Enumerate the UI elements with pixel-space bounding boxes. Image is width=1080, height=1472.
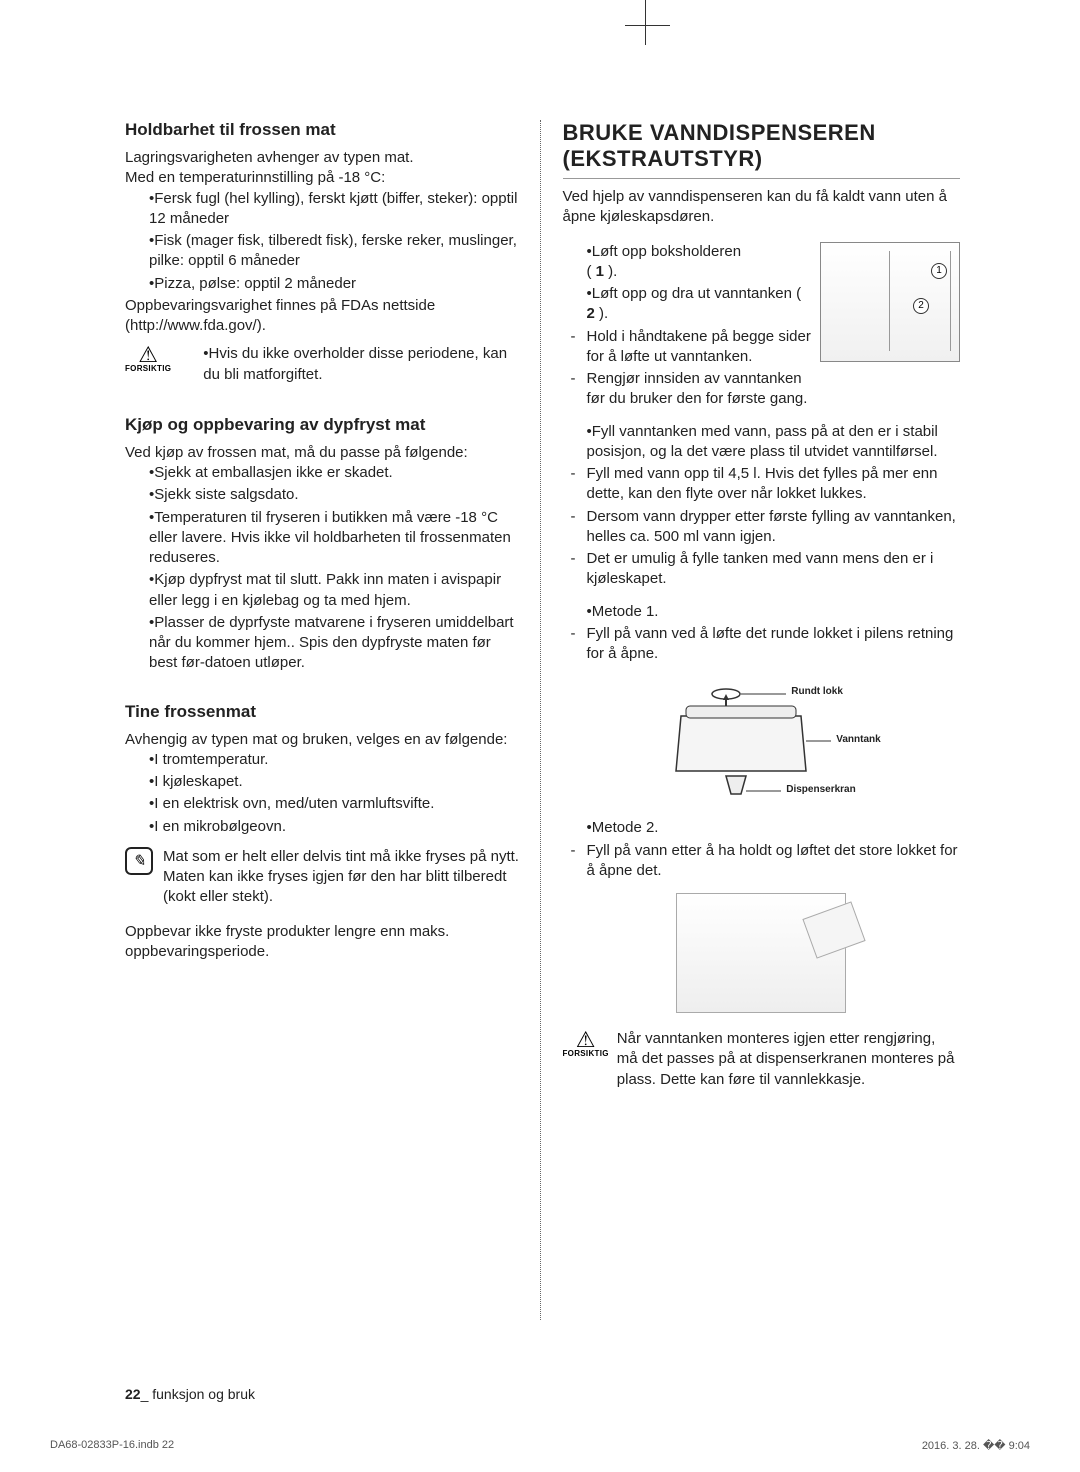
warn-text: Når vanntanken monteres igjen etter reng…	[617, 1029, 960, 1090]
print-file: DA68-02833P-16.indb 22	[50, 1439, 174, 1452]
right-column: BRUKE VANNDISPENSEREN (EKSTRAUTSTYR) Ved…	[558, 120, 961, 1090]
print-footer: DA68-02833P-16.indb 22 2016. 3. 28. �� 9…	[50, 1439, 1030, 1452]
list-item: Løft opp og dra ut vanntanken ( 2 ).	[563, 284, 961, 325]
caution-box: ⚠ FORSIKTIG Når vanntanken monteres igje…	[563, 1029, 961, 1090]
page-footer: 22_ funksjon og bruk	[125, 1386, 255, 1402]
list-item: Pizza, pølse: opptil 2 måneder	[125, 274, 523, 294]
figure-large-lid	[676, 893, 846, 1013]
list-item: Metode 1.	[563, 602, 961, 622]
section-holdbarhet: Holdbarhet til frossen mat Lagringsvarig…	[125, 120, 523, 387]
note-text: Mat som er helt eller delvis tint må ikk…	[163, 847, 523, 908]
warn-list: Hvis du ikke overholder disse periodene,…	[179, 344, 522, 387]
fig-label: Rundt lokk	[791, 686, 843, 697]
para: Ved kjøp av frossen mat, må du passe på …	[125, 443, 523, 463]
list: Metode 2.	[563, 818, 961, 838]
list: I tromtemperatur. I kjøleskapet. I en el…	[125, 750, 523, 837]
para: Lagringsvarigheten avhenger av typen mat…	[125, 148, 523, 168]
note-icon: ✎	[125, 847, 153, 875]
section-title: BRUKE VANNDISPENSEREN (EKSTRAUTSTYR)	[563, 120, 961, 179]
list-item: Fyll på vann etter å ha holdt og løftet …	[563, 841, 961, 882]
list-item: Fyll med vann opp til 4,5 l. Hvis det fy…	[563, 464, 961, 505]
fig-label: Vanntank	[836, 734, 880, 745]
list: Metode 1.	[563, 602, 961, 622]
list-item: Metode 2.	[563, 818, 961, 838]
list-item: Sjekk siste salgsdato.	[125, 485, 523, 505]
list-item: Løft opp boksholderen( ( 1 ).1 ).	[563, 242, 961, 283]
warning-icon: ⚠ FORSIKTIG	[563, 1029, 609, 1058]
list-item: Kjøp dypfryst mat til slutt. Pakk inn ma…	[125, 570, 523, 611]
section-kjop: Kjøp og oppbevaring av dypfryst mat Ved …	[125, 415, 523, 674]
list-item: Fisk (mager fisk, tilberedt fisk), fersk…	[125, 231, 523, 272]
list-dash: Fyll på vann etter å ha holdt og løftet …	[563, 841, 961, 882]
left-column: Holdbarhet til frossen mat Lagringsvarig…	[125, 120, 528, 1090]
list-item: Hold i håndtakene på begge sider for å l…	[563, 327, 961, 368]
list-item: Det er umulig å fylle tanken med vann me…	[563, 549, 961, 590]
list: Fersk fugl (hel kylling), ferskt kjøtt (…	[125, 189, 523, 294]
list-item: Fersk fugl (hel kylling), ferskt kjøtt (…	[125, 189, 523, 230]
list-item: Temperaturen til fryseren i butikken må …	[125, 508, 523, 569]
list-item: I tromtemperatur.	[125, 750, 523, 770]
title-line: BRUKE VANNDISPENSEREN	[563, 120, 876, 145]
para: Oppbevar ikke fryste produkter lengre en…	[125, 922, 523, 963]
warn-text: Hvis du ikke overholder disse periodene,…	[179, 344, 522, 385]
list-item: Sjekk at emballasjen ikke er skadet.	[125, 463, 523, 483]
column-divider	[540, 120, 541, 1320]
page-number: 22	[125, 1386, 141, 1402]
list-dash: Fyll med vann opp til 4,5 l. Hvis det fy…	[563, 464, 961, 590]
list-item: I kjøleskapet.	[125, 772, 523, 792]
fig-label: Dispenserkran	[786, 784, 855, 795]
list: Fyll vanntanken med vann, pass på at den…	[563, 422, 961, 463]
note-box: ✎ Mat som er helt eller delvis tint må i…	[125, 847, 523, 908]
heading: Kjøp og oppbevaring av dypfryst mat	[125, 415, 523, 435]
section-tine: Tine frossenmat Avhengig av typen mat og…	[125, 702, 523, 963]
figure-water-tank-labeled: Rundt lokk Vanntank Dispenserkran	[631, 676, 891, 806]
list-dash: Fyll på vann ved å løfte det runde lokke…	[563, 624, 961, 665]
page: Holdbarhet til frossen mat Lagringsvarig…	[0, 0, 1080, 1150]
warning-icon: ⚠ FORSIKTIG	[125, 344, 171, 373]
list-item: Rengjør innsiden av vanntanken før du br…	[563, 369, 961, 410]
para: Oppbevaringsvarighet finnes på FDAs nett…	[125, 296, 523, 337]
list-item: Fyll på vann ved å løfte det runde lokke…	[563, 624, 961, 665]
print-date: 2016. 3. 28. �� 9:04	[922, 1439, 1030, 1452]
title-line: (EKSTRAUTSTYR)	[563, 146, 763, 171]
list-item: Dersom vann drypper etter første fylling…	[563, 507, 961, 548]
section-label: _ funksjon og bruk	[141, 1386, 255, 1402]
para: Avhengig av typen mat og bruken, velges …	[125, 730, 523, 750]
caution-box: ⚠ FORSIKTIG Hvis du ikke overholder diss…	[125, 344, 523, 387]
note-line: Maten kan ikke fryses igjen før den har …	[163, 867, 523, 908]
list-item: I en mikrobølgeovn.	[125, 817, 523, 837]
para: Med en temperaturinnstilling på -18 °C:	[125, 168, 523, 188]
heading: Holdbarhet til frossen mat	[125, 120, 523, 140]
list-item: I en elektrisk ovn, med/uten varmluftsvi…	[125, 794, 523, 814]
list-item: Fyll vanntanken med vann, pass på at den…	[563, 422, 961, 463]
note-line: Mat som er helt eller delvis tint må ikk…	[163, 847, 523, 867]
para: Ved hjelp av vanndispenseren kan du få k…	[563, 187, 961, 228]
heading: Tine frossenmat	[125, 702, 523, 722]
list-item: Plasser de dyprfyste matvarene i frysere…	[125, 613, 523, 674]
list-dash: Hold i håndtakene på begge sider for å l…	[563, 327, 961, 410]
list: Sjekk at emballasjen ikke er skadet. Sje…	[125, 463, 523, 674]
